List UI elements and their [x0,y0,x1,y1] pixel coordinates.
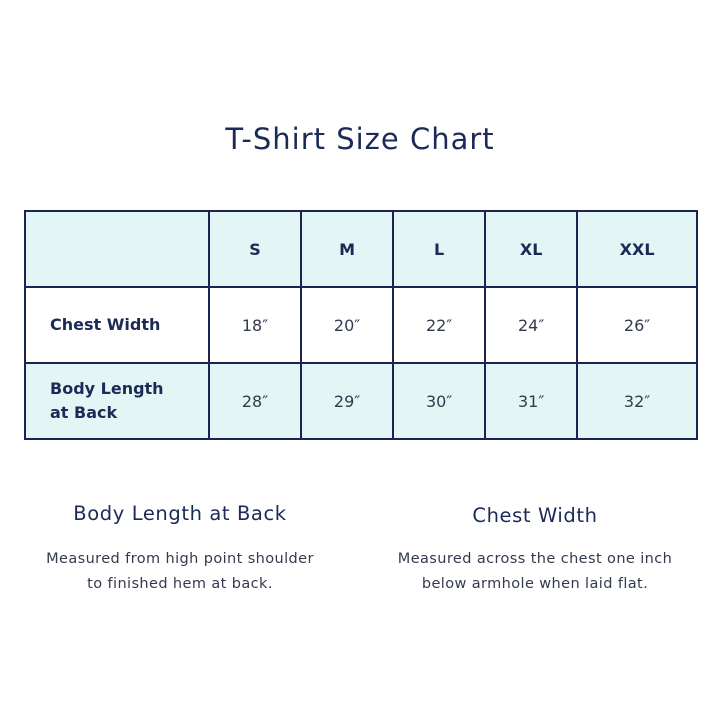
table-cell: 22″ [392,286,487,364]
note-line: Measured from high point shoulder [46,551,314,567]
row-label-line: at Back [50,403,118,422]
row-label: Body Length at Back [24,362,210,440]
table-cell: 24″ [484,286,579,364]
page-title: T-Shirt Size Chart [225,122,495,156]
size-header: XXL [576,210,698,288]
row-label-line: Body Length [50,379,164,398]
row-label: Chest Width [24,286,210,364]
size-header: S [207,210,303,288]
note-line: to finished hem at back. [87,576,273,592]
table-cell: 28″ [207,362,303,440]
note-heading: Chest Width [472,504,598,527]
size-header: L [392,210,487,288]
table-cell: 20″ [300,286,395,364]
table-cell: 30″ [392,362,487,440]
table-cell: 31″ [484,362,579,440]
table-row: Body Length at Back 28″ 29″ 30″ 31″ 32″ [24,362,698,440]
size-header: M [300,210,395,288]
note-text: Measured across the chest one inch below … [385,547,685,597]
table-cell: 26″ [576,286,698,364]
note-chest-width: Chest Width Measured across the chest on… [385,504,685,597]
note-line: Measured across the chest one inch [397,551,673,567]
table-cell: 32″ [576,362,698,440]
corner-cell [24,210,210,288]
table-cell: 29″ [300,362,395,440]
note-line: below armhole when laid flat. [421,576,649,592]
table-header-row: S M L XL XXL [24,210,698,288]
note-body-length: Body Length at Back Measured from high p… [30,502,330,597]
note-heading: Body Length at Back [73,502,287,525]
size-table: S M L XL XXL Chest Width 18″ 20″ 22″ 24″… [24,210,698,440]
table-cell: 18″ [207,286,303,364]
table-row: Chest Width 18″ 20″ 22″ 24″ 26″ [24,286,698,364]
size-header: XL [484,210,579,288]
note-text: Measured from high point shoulder to fini… [30,547,330,597]
